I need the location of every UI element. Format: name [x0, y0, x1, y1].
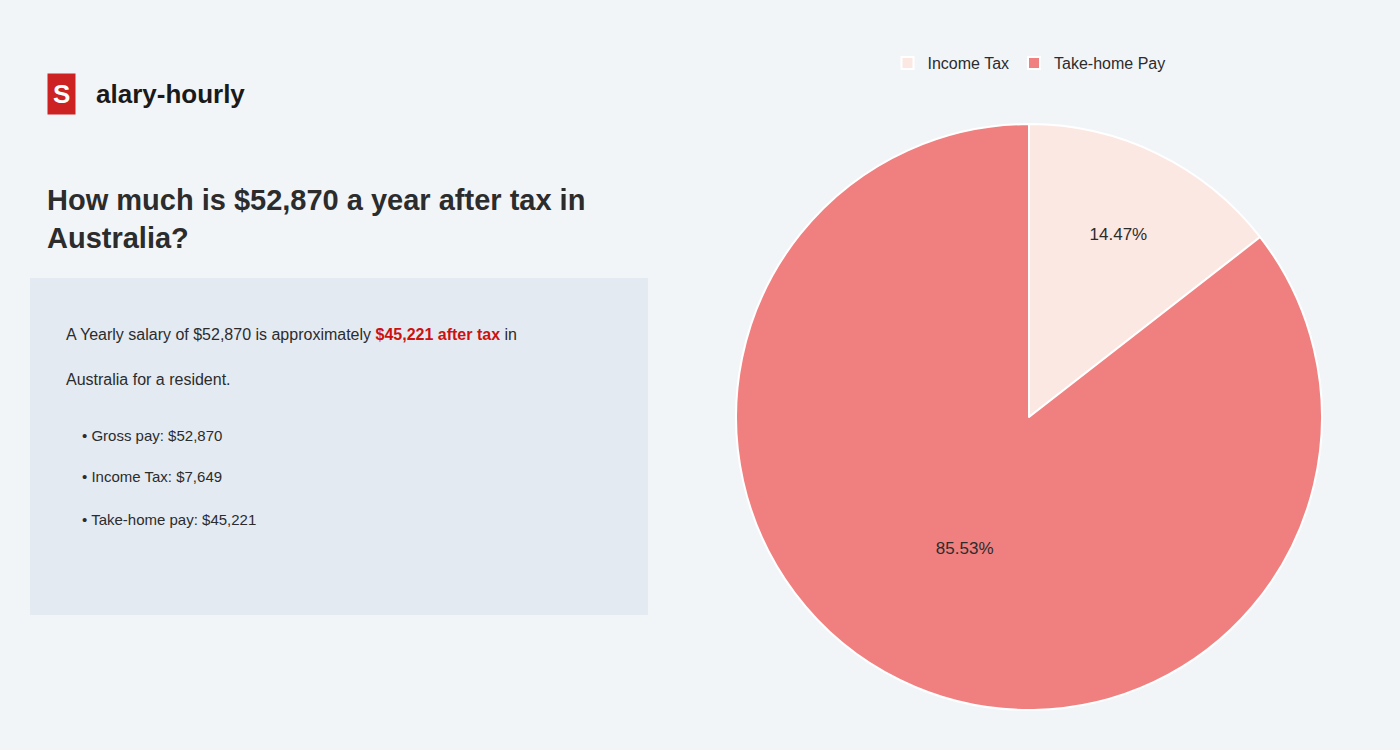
svg-text:• Take-home pay: $45,221: • Take-home pay: $45,221 — [82, 511, 256, 528]
svg-text:• Gross pay: $52,870: • Gross pay: $52,870 — [82, 427, 222, 444]
svg-text:Income Tax: Income Tax — [928, 55, 1010, 72]
svg-text:alary-hourly: alary-hourly — [96, 79, 245, 109]
svg-text:• Income Tax: $7,649: • Income Tax: $7,649 — [82, 468, 222, 485]
svg-text:Australia for a resident.: Australia for a resident. — [66, 371, 231, 388]
svg-text:S: S — [53, 79, 70, 109]
svg-text:Take-home Pay: Take-home Pay — [1054, 55, 1165, 72]
svg-text:A Yearly salary of $52,870 is: A Yearly salary of $52,870 is approximat… — [66, 326, 517, 343]
svg-text:How much is $52,870 a year aft: How much is $52,870 a year after tax inA… — [47, 184, 585, 254]
svg-text:14.47%: 14.47% — [1090, 225, 1148, 244]
svg-text:85.53%: 85.53% — [936, 539, 994, 558]
